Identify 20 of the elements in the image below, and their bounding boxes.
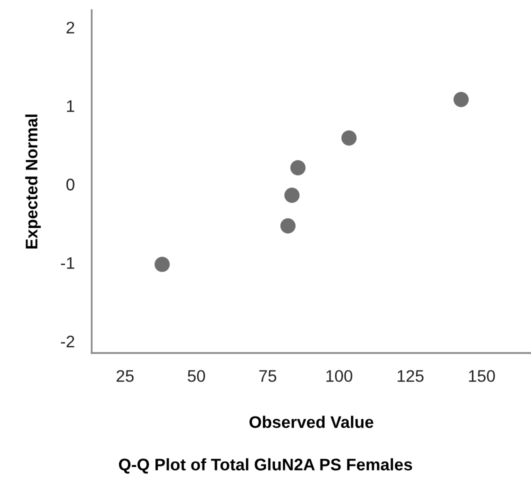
y-tick-label: -1	[60, 257, 74, 269]
y-axis-title: Expected Normal	[25, 114, 41, 248]
y-tick-label: -2	[60, 336, 74, 348]
y-tick-label: 0	[66, 178, 74, 190]
x-tick-label: 25	[116, 370, 134, 382]
x-tick-label: 150	[469, 370, 495, 382]
x-tick-label: 75	[259, 370, 276, 382]
x-tick-label: 50	[188, 370, 206, 382]
point	[280, 218, 296, 234]
point	[154, 256, 170, 272]
y-tick-label: 2	[66, 22, 74, 34]
point	[290, 160, 306, 176]
x-tick-label: 100	[326, 370, 352, 382]
point	[454, 92, 469, 108]
y-tick-label: 1	[67, 100, 74, 112]
point	[284, 188, 300, 203]
x-axis-title: Observed Value	[250, 416, 374, 428]
x-tick-label: 125	[398, 370, 424, 382]
text: Q-Q Plot of Total GluN2A PS Females	[118, 458, 412, 474]
point	[341, 130, 357, 146]
